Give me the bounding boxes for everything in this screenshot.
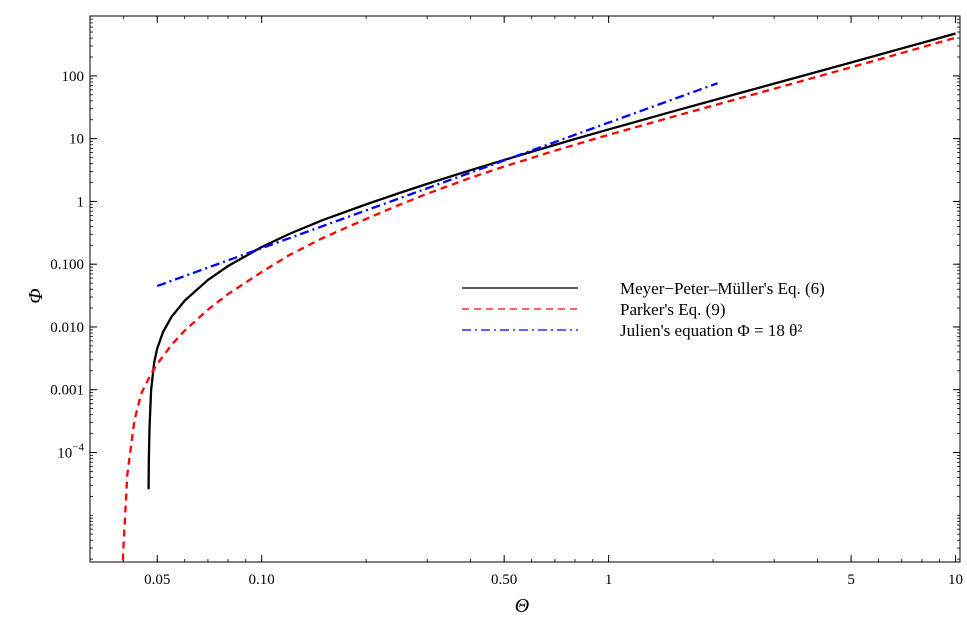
x-tick-label: 1: [605, 572, 613, 588]
legend-label-3: Julien's equation Φ = 18 θ²: [620, 321, 802, 340]
y-tick-label: 0.001: [50, 383, 84, 399]
series-line-3: [156, 82, 718, 288]
y-tick-label: 0.010: [50, 320, 84, 336]
legend-label-1: Meyer−Peter–Müller's Eq. (6): [620, 279, 825, 298]
y-tick-label: 10−4: [57, 441, 84, 461]
x-tick-label: 0.50: [491, 572, 517, 588]
plot-frame: [89, 15, 961, 563]
axis-ticks: 0.05 0.10 0.50 1 5 10 10−4 0.001 0.010 0.100 1 10 10…: [50, 15, 963, 588]
x-axis-title: Θ: [515, 595, 529, 617]
x-tick-label: 5: [847, 572, 855, 588]
x-tick-label: 0.05: [144, 572, 170, 588]
y-tick-label: 0.100: [50, 257, 84, 273]
y-tick-label: 1: [77, 194, 85, 210]
x-tick-label: 10: [948, 572, 963, 588]
y-tick-label: 10: [69, 132, 84, 148]
y-tick-label: 100: [62, 69, 85, 85]
y-axis-title: Φ: [25, 288, 47, 303]
legend: Meyer−Peter–Müller's Eq. (6) Parker's Eq.…: [462, 279, 825, 340]
series-line-1: [147, 32, 956, 490]
x-tick-label: 0.10: [249, 572, 275, 588]
series-lines: [121, 32, 956, 561]
series-line-2: [121, 36, 956, 561]
legend-label-2: Parker's Eq. (9): [620, 300, 726, 319]
